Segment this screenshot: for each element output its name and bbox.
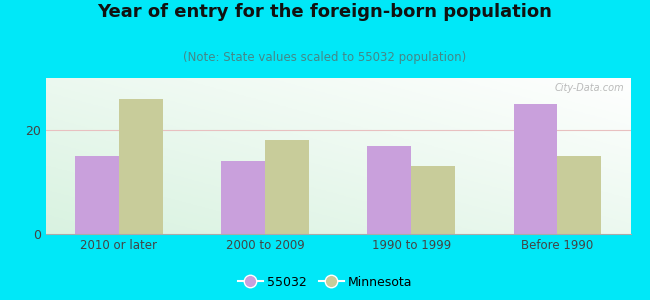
Text: (Note: State values scaled to 55032 population): (Note: State values scaled to 55032 popu… [183, 51, 467, 64]
Bar [221, 161, 265, 234]
Bar [514, 104, 558, 234]
Bar [367, 146, 411, 234]
Bar [265, 140, 309, 234]
Bar [411, 167, 455, 234]
Bar [118, 99, 162, 234]
Text: Year of entry for the foreign-born population: Year of entry for the foreign-born popul… [98, 3, 552, 21]
Bar [75, 156, 118, 234]
Text: City-Data.com: City-Data.com [555, 83, 625, 93]
Legend: 55032, Minnesota: 55032, Minnesota [233, 271, 417, 294]
Bar [558, 156, 601, 234]
